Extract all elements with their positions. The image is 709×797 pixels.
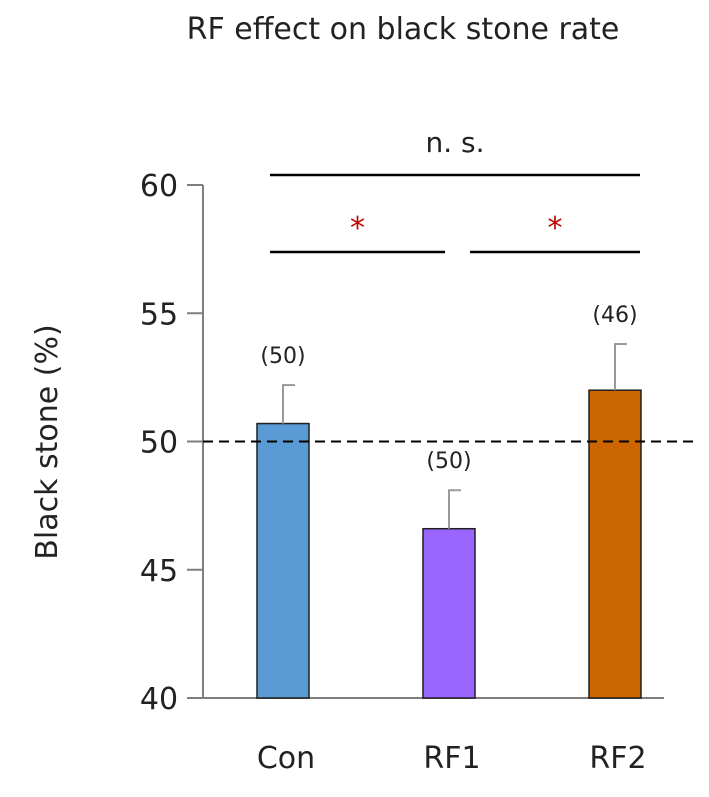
plot-area: 40 45 50 55 60 (50) Con (50) RF1 (46) RF2 n. s. * * xyxy=(140,126,694,776)
sample-size-label: (50) xyxy=(426,449,471,474)
x-tick-label: Con xyxy=(257,741,315,776)
y-tick-label: 60 xyxy=(140,169,178,204)
sample-size-label: (50) xyxy=(260,344,305,369)
chart-title: RF effect on black stone rate xyxy=(187,12,620,47)
bar-con xyxy=(256,422,310,699)
bar-rf2 xyxy=(588,389,642,699)
sample-size-label: (46) xyxy=(592,303,637,328)
x-tick-label: RF1 xyxy=(423,741,480,776)
y-tick-label: 40 xyxy=(140,682,178,717)
y-tick-label: 55 xyxy=(140,297,178,332)
significance-star: * xyxy=(548,211,563,246)
x-tick-label: RF2 xyxy=(589,741,646,776)
significance-ns-label: n. s. xyxy=(425,126,484,159)
y-tick-label: 50 xyxy=(140,426,178,461)
bar-rf1 xyxy=(422,527,476,699)
significance-star: * xyxy=(350,211,365,246)
y-axis-label: Black stone (%) xyxy=(30,324,65,559)
y-tick-label: 45 xyxy=(140,554,178,589)
